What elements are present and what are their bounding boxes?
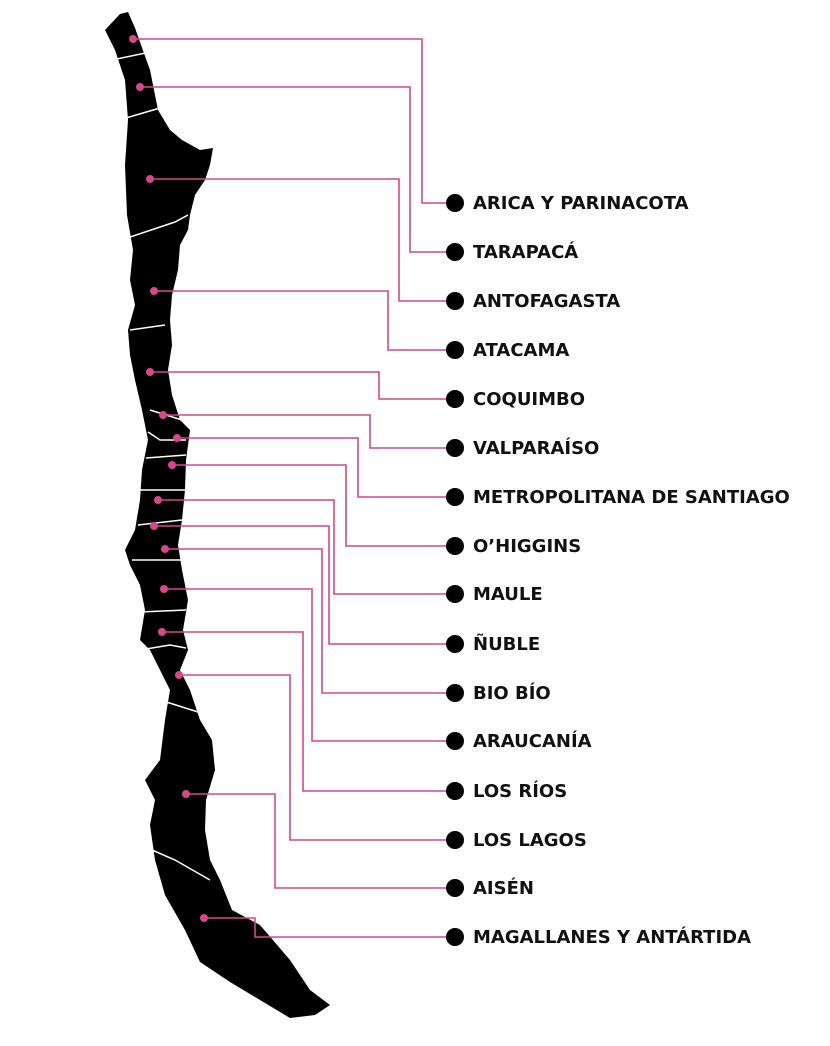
region-label: LOS LAGOS (473, 830, 587, 851)
region-label: LOS RÍOS (473, 780, 567, 802)
label-dot (446, 928, 464, 946)
map-point (150, 522, 158, 530)
label-dot (446, 635, 464, 653)
map-point (168, 461, 176, 469)
leader-line (172, 464, 455, 547)
region-label: ARAUCANÍA (473, 730, 592, 752)
map-point (150, 287, 158, 295)
leader-line (154, 290, 455, 351)
leader-line (140, 86, 455, 253)
region-label: AISÉN (473, 877, 534, 899)
label-dot (446, 243, 464, 261)
map-point (154, 496, 162, 504)
leader-line (186, 793, 455, 889)
label-dot (446, 390, 464, 408)
label-dot (446, 782, 464, 800)
leader-line (177, 437, 455, 498)
label-dot (446, 341, 464, 359)
region-label: ATACAMA (473, 340, 569, 361)
leader-line (179, 674, 455, 841)
region-label: METROPOLITANA DE SANTIAGO (473, 487, 790, 508)
leader-line (204, 917, 455, 938)
leader-line (165, 548, 455, 694)
leader-line (150, 371, 455, 400)
leader-line (163, 414, 455, 449)
map-point (200, 914, 208, 922)
label-dot (446, 831, 464, 849)
map-point (175, 671, 183, 679)
leader-line (158, 499, 455, 595)
map-point (173, 434, 181, 442)
region-label: ANTOFAGASTA (473, 291, 620, 312)
map-point (136, 83, 144, 91)
map-point (161, 545, 169, 553)
region-label: MAGALLANES Y ANTÁRTIDA (473, 926, 751, 948)
region-label: ARICA Y PARINACOTA (473, 193, 689, 214)
label-dot (446, 488, 464, 506)
map-point (146, 368, 154, 376)
leader-line (154, 525, 455, 645)
label-dot (446, 194, 464, 212)
label-dot (446, 537, 464, 555)
region-label: TARAPACÁ (473, 241, 578, 263)
leader-line (133, 38, 455, 204)
map-point (146, 175, 154, 183)
region-label: O’HIGGINS (473, 536, 581, 557)
label-dot (446, 684, 464, 702)
map-point (158, 628, 166, 636)
region-borders (111, 51, 211, 881)
label-dot (446, 732, 464, 750)
label-dot (446, 292, 464, 310)
map-point (159, 411, 167, 419)
region-label: VALPARAÍSO (473, 437, 599, 459)
label-dot (446, 585, 464, 603)
chile-silhouette (105, 12, 330, 1018)
region-label: MAULE (473, 584, 543, 605)
leader-line (150, 178, 455, 302)
map-point (129, 35, 137, 43)
region-label: ÑUBLE (473, 632, 540, 655)
map-point (160, 585, 168, 593)
region-label: BIO BÍO (473, 682, 551, 704)
region-label: COQUIMBO (473, 389, 585, 410)
leader-line (164, 588, 455, 742)
leader-line (162, 631, 455, 792)
label-dot (446, 879, 464, 897)
map-point (182, 790, 190, 798)
label-dot (446, 439, 464, 457)
